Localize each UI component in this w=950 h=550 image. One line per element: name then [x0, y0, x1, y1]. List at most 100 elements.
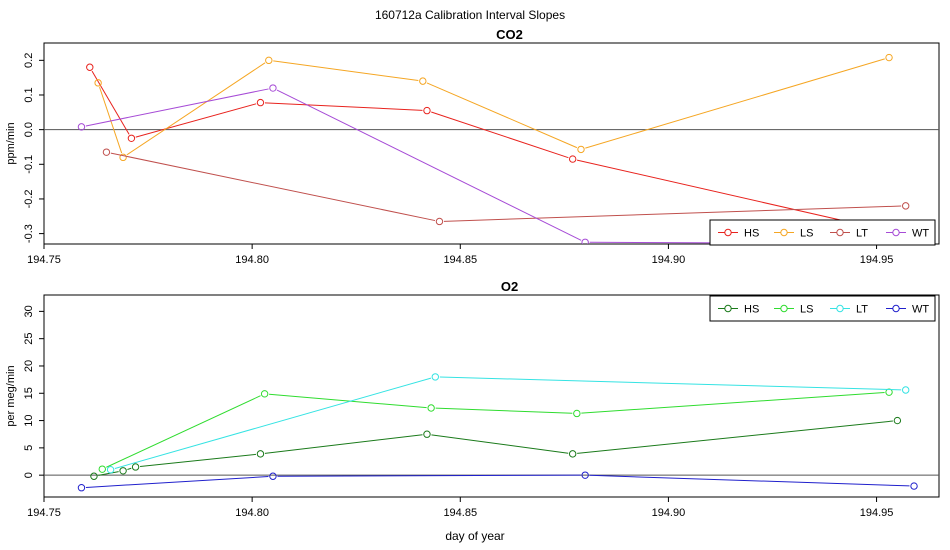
o2-series-line-wt [589, 474, 910, 487]
o2-series-line-ls [581, 391, 885, 414]
co2-legend-label: LT [856, 228, 868, 240]
o2-point-hs [119, 467, 127, 475]
figure-title: 160712a Calibration Interval Slopes [375, 8, 565, 22]
co2-y-tick-label: 0.2 [23, 53, 35, 68]
co2-point-hs [423, 106, 431, 115]
co2-point-hs [568, 155, 577, 163]
o2-legend-label: LS [800, 304, 813, 316]
co2-series-line-ls [99, 86, 123, 154]
o2-point-ls [885, 388, 893, 396]
o2-series-group [77, 373, 918, 492]
co2-legend: HS LS LT WT [709, 219, 936, 246]
co2-series-line-ls [126, 62, 266, 156]
co2-legend-label: LS [800, 228, 813, 240]
o2-legend: HS LS LT WT [709, 295, 936, 322]
o2-legend-marker [780, 304, 788, 313]
co2-series-line-hs [431, 111, 569, 159]
o2-y-axis-label: per meg/min [5, 365, 17, 426]
o2-point-ls [98, 465, 106, 473]
co2-point-ls [419, 77, 427, 85]
co2-point-wt [581, 238, 589, 244]
o2-series-line-hs [140, 453, 257, 468]
o2-series-line-hs [264, 434, 423, 454]
co2-legend-marker [836, 228, 844, 237]
o2-x-tick-label: 194.95 [860, 507, 894, 519]
co2-series-line-hs [264, 102, 423, 111]
co2-plot-frame [43, 42, 940, 245]
o2-point-wt [77, 484, 86, 492]
co2-point-lt [901, 202, 910, 210]
co2-series-line-hs [576, 159, 881, 230]
co2-x-tick-label: 194.95 [860, 254, 894, 266]
o2-legend-marker [724, 304, 732, 313]
o2-x-tick-label: 194.85 [443, 507, 477, 519]
co2-point-lt [102, 148, 111, 156]
o2-point-ls [573, 409, 581, 418]
o2-point-hs [423, 430, 431, 438]
co2-legend-marker [724, 228, 732, 237]
co2-x-tick-label: 194.90 [652, 254, 686, 266]
o2-series-line-ls [435, 407, 573, 414]
o2-point-lt [901, 386, 910, 394]
co2-legend-marker [780, 228, 788, 237]
o2-plot-frame [43, 294, 940, 498]
o2-y-tick-label: 0 [23, 472, 35, 478]
o2-y-tick-label: 15 [23, 387, 35, 399]
co2-y-tick-label: 0.0 [23, 122, 35, 137]
o2-series-line-lt [439, 376, 902, 391]
co2-point-ls [119, 153, 127, 162]
co2-legend-label: WT [912, 228, 929, 240]
o2-series-line-ls [106, 395, 261, 468]
co2-point-wt [269, 84, 277, 92]
o2-point-hs [131, 463, 140, 471]
co2-x-tick-label: 194.75 [27, 254, 61, 266]
co2-y-tick-label: -0.2 [23, 189, 35, 208]
o2-series-line-wt [277, 474, 581, 477]
co2-series-line-lt [443, 205, 902, 222]
co2-series-line-hs [91, 70, 130, 135]
o2-y-tick-label: 25 [23, 333, 35, 345]
co2-series-line-wt [276, 89, 582, 241]
o2-series-line-ls [269, 393, 427, 409]
o2-x-tick-label: 194.80 [235, 507, 269, 519]
co2-legend-marker [892, 228, 900, 237]
o2-x-tick-label: 194.75 [27, 507, 61, 519]
co2-y-axis-label: ppm/min [5, 122, 17, 164]
o2-point-wt [269, 472, 277, 480]
o2-legend-label: LT [856, 304, 868, 316]
o2-x-tick-label: 194.90 [652, 507, 686, 519]
co2-point-lt [435, 217, 444, 226]
o2-series-line-lt [114, 377, 432, 469]
co2-series-line-ls [585, 58, 885, 149]
o2-legend-marker [836, 304, 844, 313]
x-axis-label: day of year [445, 529, 504, 543]
o2-panel: O2 per meg/min 0 5 10 15 20 25 30 194.75 194.80 194… [5, 279, 940, 519]
o2-series-line-hs [577, 420, 893, 454]
co2-series-line-lt [110, 152, 436, 222]
co2-y-tick-label: 0.1 [23, 87, 35, 102]
o2-point-hs [893, 416, 902, 425]
o2-panel-title: O2 [501, 279, 518, 294]
o2-point-wt [910, 482, 918, 490]
co2-series-line-ls [273, 60, 419, 82]
co2-series-line-wt [85, 88, 269, 127]
co2-panel-title: CO2 [496, 27, 523, 42]
o2-series-line-hs [127, 467, 132, 470]
co2-y-tick-label: -0.1 [23, 155, 35, 174]
co2-series-line-hs [135, 103, 257, 138]
o2-point-hs [90, 472, 98, 480]
co2-point-ls [94, 79, 102, 87]
co2-panel: CO2 ppm/min 0.2 0.1 0.0 -0.1 -0.2 -0.3 194.75 194… [5, 27, 940, 266]
co2-x-tick-label: 194.85 [443, 254, 477, 266]
o2-point-ls [427, 404, 435, 412]
o2-point-lt [431, 373, 440, 381]
o2-y-tick-label: 5 [23, 445, 35, 451]
o2-point-lt [106, 466, 115, 474]
o2-point-wt [581, 471, 589, 479]
o2-legend-label: HS [744, 304, 759, 316]
o2-legend-label: WT [912, 304, 929, 316]
o2-series-line-hs [98, 471, 119, 476]
co2-point-wt [77, 123, 86, 131]
co2-series-group [77, 53, 910, 244]
